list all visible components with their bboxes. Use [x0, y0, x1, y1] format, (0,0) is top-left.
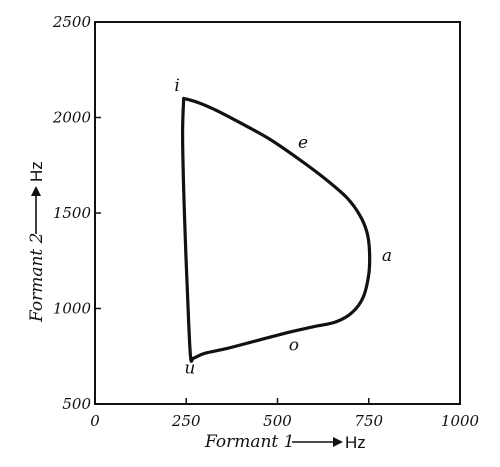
x-tick-label: 1000 — [441, 412, 480, 430]
vowel-label-a: a — [382, 246, 392, 266]
vowel-space-curve — [180, 96, 372, 363]
x-tick-label: 500 — [263, 412, 292, 430]
x-axis-title: Formant 1 Hz — [204, 432, 366, 452]
vowel-label-o: o — [289, 336, 299, 356]
y-tick-label: 1500 — [53, 204, 92, 222]
y-tick-label: 2500 — [52, 13, 92, 31]
y-tick-label: 500 — [62, 395, 91, 413]
vowel-curve-layer — [180, 96, 372, 363]
y-axis-arrowhead — [31, 186, 41, 196]
x-axis-unit: Hz — [345, 433, 366, 452]
y-tick-label: 1000 — [53, 300, 92, 318]
vowel-label-u: u — [184, 358, 195, 378]
x-tick-label: 0 — [90, 412, 100, 430]
x-tick-label: 250 — [171, 412, 201, 430]
x-axis-ticks: 0 250 500 750 1000 — [90, 398, 480, 430]
y-tick-label: 2000 — [52, 109, 92, 127]
x-axis-arrowhead — [333, 437, 343, 447]
y-axis-label: Formant 2 — [27, 233, 47, 323]
vowel-label-e: e — [298, 133, 308, 153]
x-axis-label: Formant 1 — [204, 432, 294, 452]
y-axis-title: Formant 2 Hz — [27, 161, 47, 323]
plot-frame — [94, 21, 461, 405]
vowel-labels: i e a o u — [174, 76, 392, 379]
x-tick-label: 750 — [354, 412, 383, 430]
y-axis-unit: Hz — [27, 161, 46, 182]
y-axis-ticks: 500 1000 1500 2000 2500 — [52, 13, 101, 413]
vowel-label-i: i — [174, 76, 179, 96]
